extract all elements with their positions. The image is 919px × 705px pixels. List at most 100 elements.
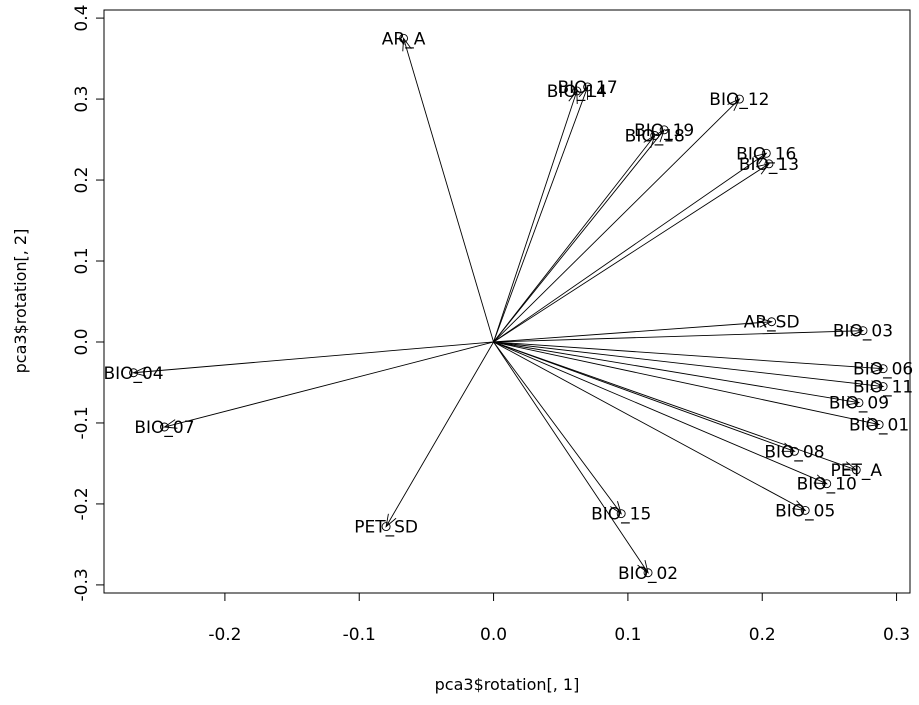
vector-label: AR_A — [382, 29, 426, 49]
vector-line — [493, 341, 880, 426]
vector-label: BIO_07 — [134, 418, 194, 438]
vector-bio-04: BIO_04 — [103, 341, 494, 384]
arrow-head — [578, 85, 589, 100]
vector-line — [493, 152, 767, 343]
y-axis-title: pca3$rotation[, 2] — [11, 229, 30, 374]
vector-label: BIO_15 — [591, 505, 651, 525]
point-marker — [851, 465, 861, 475]
y-axis: -0.3 -0.2 -0.1 0.0 0.1 0.2 0.3 0.4 — [72, 5, 104, 601]
arrow-head — [643, 134, 656, 149]
vector-bio-18: BIO_18 — [493, 127, 685, 343]
arrow-head — [402, 37, 412, 52]
point-marker — [878, 382, 888, 391]
point-marker — [878, 364, 888, 374]
point-marker — [616, 509, 626, 519]
y-tick-label: 0.2 — [72, 167, 92, 194]
point-marker — [159, 422, 169, 432]
vector-bio-16: BIO_16 — [493, 144, 796, 343]
point-marker — [764, 159, 774, 169]
vector-bio-05: BIO_05 — [493, 341, 835, 521]
point-marker — [822, 479, 832, 489]
vector-bio-12: BIO_12 — [493, 90, 769, 343]
arrow-head — [727, 98, 741, 112]
arrow-head — [843, 461, 858, 471]
point-marker — [572, 86, 582, 96]
arrow-head — [637, 560, 649, 574]
x-tick-label: 0.3 — [883, 625, 910, 645]
vector-line — [493, 341, 622, 514]
vector-label: BIO_09 — [829, 394, 889, 414]
vector-line — [493, 341, 827, 485]
y-tick-label: 0.1 — [72, 247, 92, 274]
vector-label: BIO_10 — [797, 475, 857, 495]
arrow-head — [846, 395, 861, 406]
x-tick-label: 0.2 — [749, 625, 776, 645]
arrow-head — [813, 474, 828, 485]
vector-line — [493, 341, 857, 471]
vector-line — [493, 90, 578, 343]
y-tick-label: -0.3 — [72, 568, 92, 601]
vector-label: BIO_03 — [833, 322, 893, 342]
x-axis-title: pca3$rotation[, 1] — [435, 675, 580, 694]
vector-label: BIO_19 — [634, 121, 694, 141]
vector-label: BIO_12 — [709, 90, 769, 110]
vector-line — [493, 330, 863, 343]
vector-line — [493, 129, 665, 343]
vector-line — [385, 341, 494, 527]
vector-line — [493, 98, 740, 343]
vector-line — [493, 341, 884, 387]
vector-bio-10: BIO_10 — [493, 341, 857, 495]
vector-line — [164, 341, 494, 428]
vector-label: BIO_13 — [739, 155, 799, 175]
point-marker — [381, 522, 391, 532]
arrow-head — [850, 326, 865, 336]
arrow-head — [759, 317, 773, 328]
vector-label: BIO_08 — [764, 442, 824, 462]
vector-bio-13: BIO_13 — [493, 155, 799, 343]
vector-label: BIO_01 — [849, 416, 909, 436]
x-tick-label: -0.2 — [208, 625, 241, 645]
y-tick-label: 0.0 — [72, 328, 92, 355]
y-tick-label: -0.1 — [72, 406, 92, 439]
point-marker — [800, 505, 810, 515]
vector-ar-a: AR_A — [382, 29, 494, 343]
vector-line — [133, 341, 494, 374]
vector-bio-07: BIO_07 — [134, 341, 494, 438]
vector-line — [493, 86, 589, 343]
vector-line — [493, 341, 860, 404]
vector-line — [493, 163, 770, 343]
point-marker — [650, 131, 660, 140]
arrow-head — [163, 419, 178, 429]
vector-label: PET_A — [831, 461, 883, 481]
vector-bio-02: BIO_02 — [493, 341, 678, 584]
y-tick-label: 0.4 — [72, 5, 92, 32]
vector-line — [493, 135, 656, 343]
arrow-head — [866, 417, 881, 427]
vector-label: BIO_17 — [557, 78, 617, 98]
arrow-head — [792, 500, 807, 512]
vector-line — [403, 38, 494, 343]
vector-bio-19: BIO_19 — [493, 121, 694, 343]
x-tick-label: 0.0 — [480, 625, 507, 645]
x-tick-label: -0.1 — [343, 625, 376, 645]
vector-line — [493, 341, 806, 511]
vector-bio-17: BIO_17 — [493, 78, 618, 343]
arrow-head — [870, 363, 885, 373]
vector-pet-a: PET_A — [493, 341, 883, 481]
vector-label: BIO_16 — [736, 144, 796, 164]
x-tick-label: 0.1 — [614, 625, 641, 645]
vector-label: BIO_02 — [618, 564, 678, 584]
point-marker — [659, 125, 669, 135]
vector-label: BIO_04 — [103, 364, 163, 384]
arrow-head — [385, 513, 397, 528]
point-marker — [858, 326, 868, 336]
vector-bio-03: BIO_03 — [493, 322, 893, 343]
vector-bio-06: BIO_06 — [493, 341, 913, 380]
vector-label: AR_SD — [744, 313, 800, 333]
vector-ar-sd: AR_SD — [493, 313, 800, 343]
x-axis: -0.2 -0.1 0.0 0.1 0.2 0.3 — [208, 593, 910, 645]
arrow-head — [610, 501, 622, 515]
vector-bio-11: BIO_11 — [493, 341, 913, 398]
